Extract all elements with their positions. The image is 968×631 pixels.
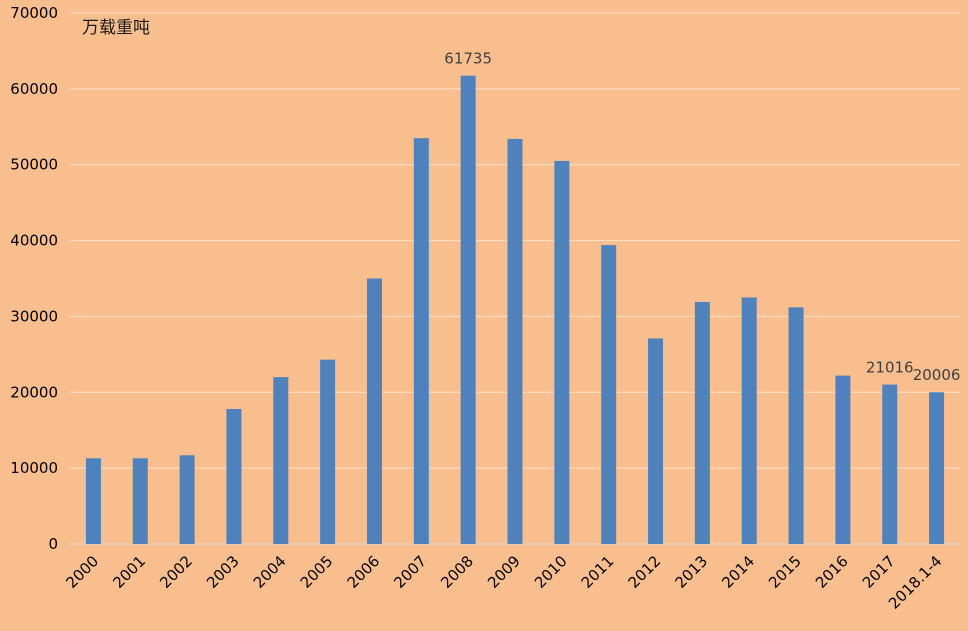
bar	[226, 408, 242, 544]
bar	[366, 278, 382, 544]
x-tick-label: 2013	[671, 552, 711, 592]
x-tick-label: 2015	[765, 552, 805, 592]
bar	[788, 307, 804, 544]
y-tick-label: 40000	[10, 232, 58, 250]
bar	[835, 375, 851, 544]
data-label: 21016	[866, 359, 914, 377]
bar	[741, 297, 757, 544]
bar	[413, 138, 429, 544]
x-tick-label: 2016	[812, 552, 852, 592]
data-label: 20006	[913, 366, 961, 384]
x-tick-label: 2012	[625, 552, 665, 592]
bar	[320, 359, 336, 544]
bar	[507, 138, 523, 544]
bar	[273, 377, 289, 544]
x-tick-label: 2008	[437, 552, 477, 592]
bar	[648, 338, 664, 544]
x-tick-label: 2011	[578, 552, 618, 592]
bar	[554, 160, 570, 544]
y-tick-label: 50000	[10, 156, 58, 174]
x-tick-label: 2014	[718, 552, 758, 592]
x-tick-label: 2006	[344, 552, 384, 592]
x-tick-label: 2002	[156, 552, 196, 592]
x-tick-label: 2009	[484, 552, 524, 592]
x-tick-label: 2004	[250, 552, 290, 592]
bar	[132, 458, 148, 544]
data-label: 61735	[444, 50, 492, 68]
bar	[882, 384, 898, 544]
y-tick-label: 60000	[10, 80, 58, 98]
x-tick-label: 2000	[63, 552, 103, 592]
y-tick-label: 20000	[10, 383, 58, 401]
bar	[179, 455, 195, 544]
bar	[694, 302, 710, 544]
bar	[85, 458, 101, 544]
x-tick-label: 2010	[531, 552, 571, 592]
x-tick-label: 2007	[390, 552, 430, 592]
y-tick-label: 30000	[10, 307, 58, 325]
bar	[929, 392, 945, 544]
y-tick-label: 0	[48, 535, 58, 553]
bar	[460, 75, 476, 545]
x-tick-label: 2003	[203, 552, 243, 592]
y-unit-label: 万载重吨	[82, 18, 150, 38]
bar	[601, 245, 617, 544]
x-tick-label: 2017	[859, 552, 899, 592]
y-tick-label: 10000	[10, 459, 58, 477]
x-tick-label: 2001	[109, 552, 149, 592]
x-tick-label: 2005	[297, 552, 337, 592]
y-tick-label: 70000	[10, 4, 58, 22]
